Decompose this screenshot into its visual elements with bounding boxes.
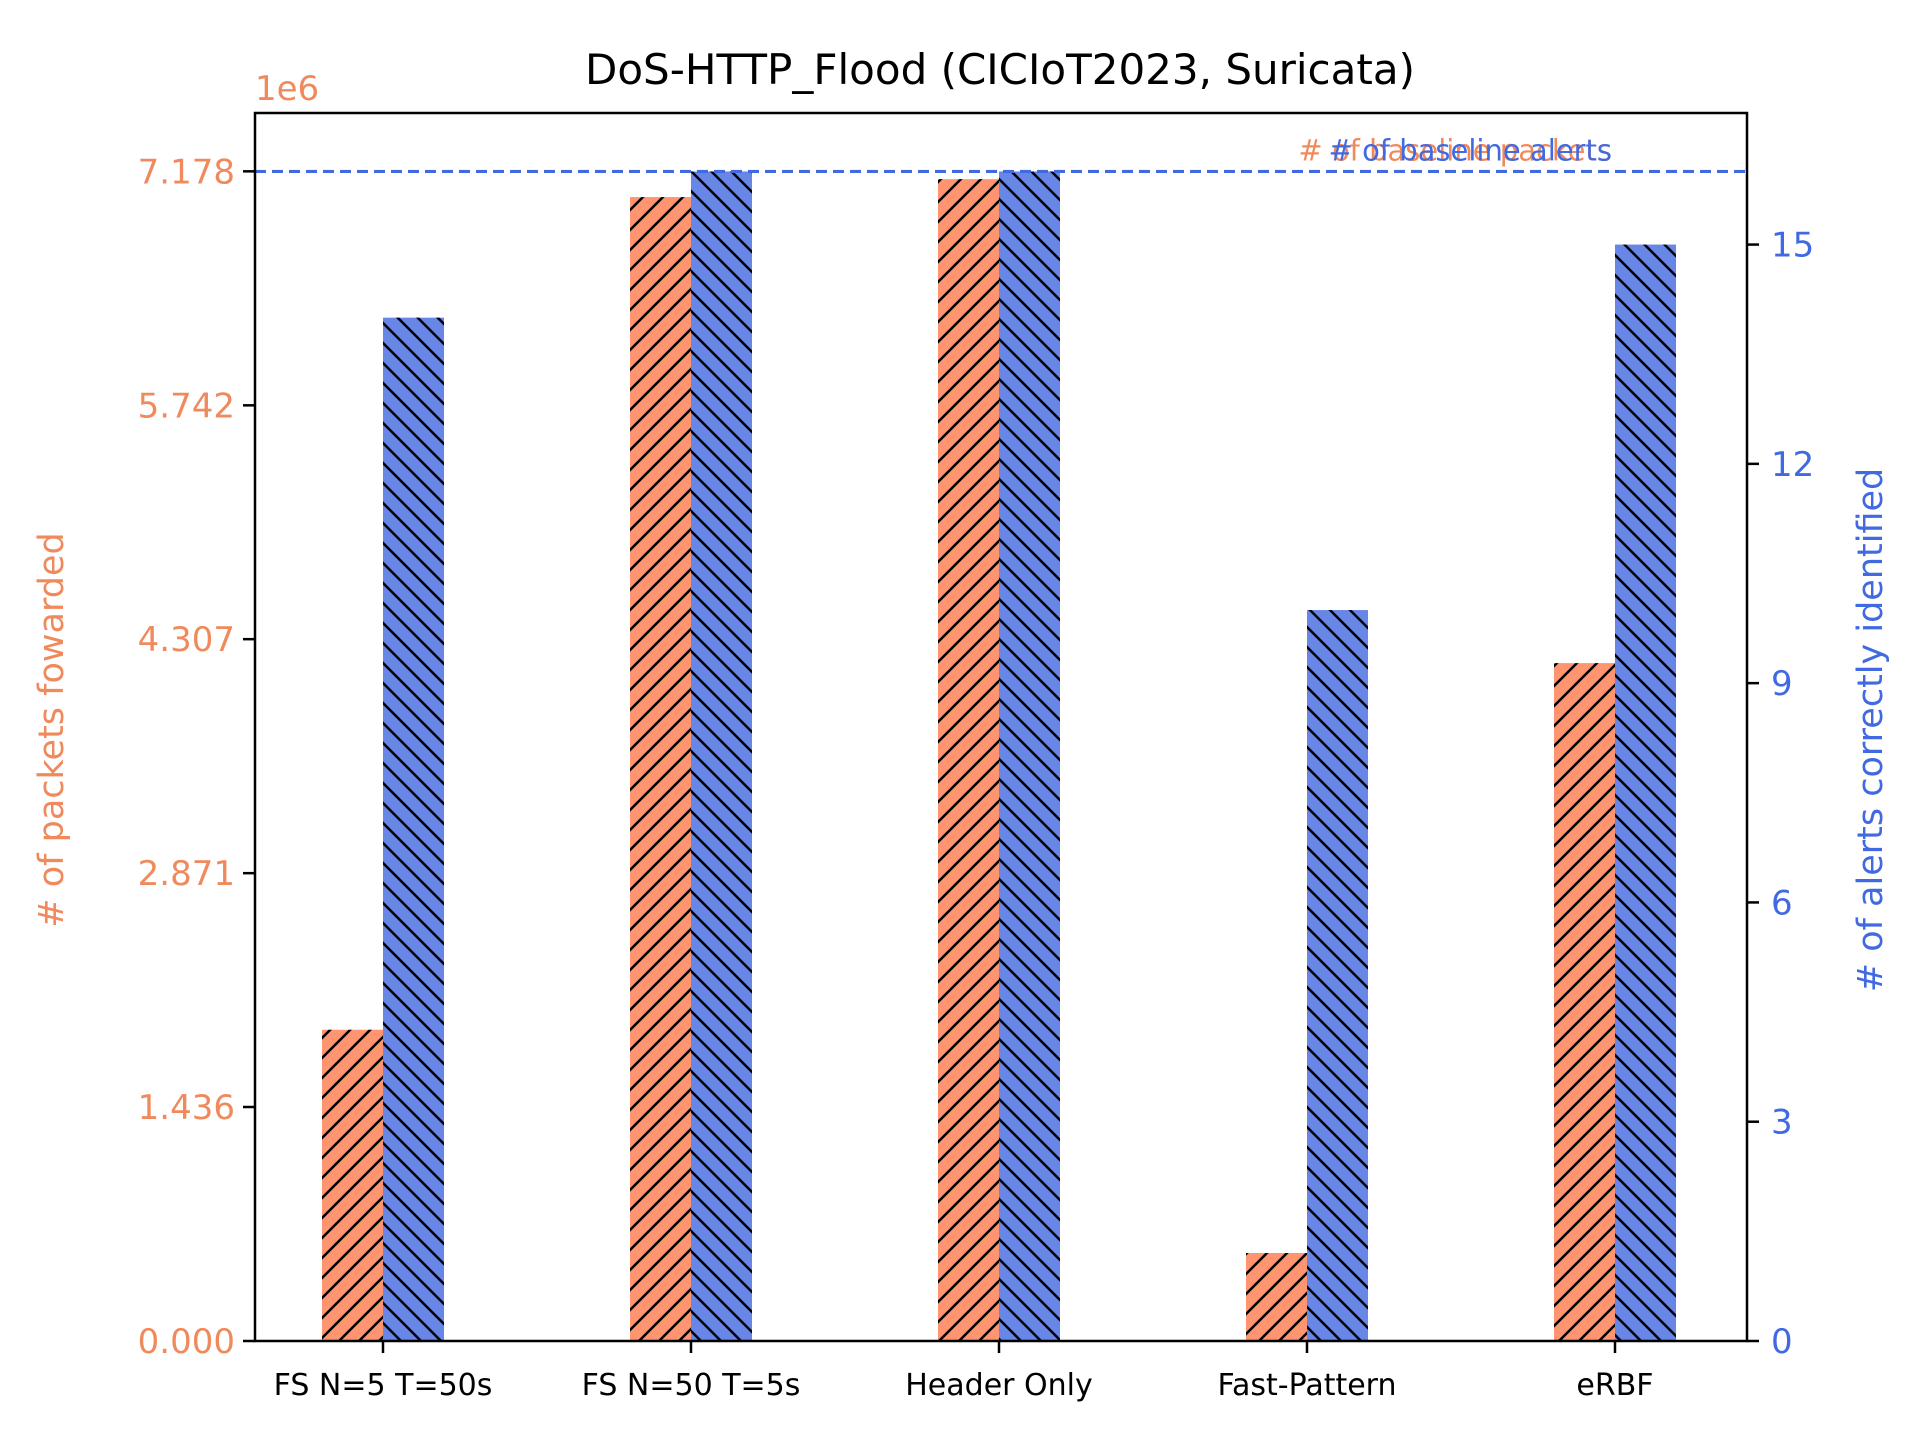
left-tick-label: 0.000 <box>138 1322 235 1362</box>
left-axis-offset-label: 1e6 <box>255 69 319 109</box>
packets-bar-3 <box>1246 1253 1307 1341</box>
left-tick-label: 5.742 <box>138 386 235 426</box>
packets-bar-0 <box>322 1029 383 1341</box>
plot-frame <box>253 111 1749 1343</box>
x-tick-label: Header Only <box>905 1368 1093 1403</box>
x-tick-label: eRBF <box>1576 1368 1653 1403</box>
reference-lines-layer: # of baseline packets# of baseline alert… <box>255 133 1747 173</box>
packets-bar-1 <box>630 197 691 1342</box>
x-axis-ticks: FS N=5 T=50s FS N=50 T=5s Header Only Fast-… <box>274 1341 1654 1403</box>
x-tick-label: Fast-Pattern <box>1217 1368 1396 1403</box>
left-tick-label: 4.307 <box>138 620 235 660</box>
left-axis-ticks: 0.000 1.436 2.871 4.307 5.742 7.178 <box>138 152 255 1362</box>
right-tick-label: 9 <box>1771 664 1793 704</box>
right-tick-label: 3 <box>1771 1103 1793 1143</box>
left-tick-label: 1.436 <box>138 1088 235 1128</box>
reference-line-label-1: # of baseline alerts <box>1329 133 1612 167</box>
chart-title: DoS-HTTP_Flood (CICIoT2023, Suricata) <box>585 45 1415 94</box>
left-tick-label: 7.178 <box>138 152 235 192</box>
right-tick-label: 15 <box>1771 226 1814 266</box>
right-tick-label: 0 <box>1771 1322 1793 1362</box>
right-tick-label: 6 <box>1771 883 1793 923</box>
bars-layer <box>322 171 1676 1342</box>
alerts-bar-3 <box>1307 610 1368 1341</box>
alerts-bar-1 <box>691 171 752 1341</box>
x-tick-label: FS N=5 T=50s <box>274 1368 493 1403</box>
alerts-bar-0 <box>383 317 444 1342</box>
packets-bar-4 <box>1554 663 1615 1341</box>
left-tick-label: 2.871 <box>138 854 235 894</box>
packets-bar-2 <box>938 179 999 1341</box>
x-tick-label: FS N=50 T=5s <box>582 1368 801 1403</box>
right-axis-label: # of alerts correctly identified <box>1851 468 1891 993</box>
right-tick-label: 12 <box>1771 445 1814 485</box>
reference-line-label-0: # of baseline packets <box>1298 133 1612 167</box>
alerts-bar-2 <box>999 171 1060 1341</box>
alerts-bar-4 <box>1615 244 1676 1342</box>
right-axis-ticks: 0 3 6 9 12 15 <box>1747 226 1814 1362</box>
left-axis-label: # of packets fowarded <box>32 532 72 927</box>
